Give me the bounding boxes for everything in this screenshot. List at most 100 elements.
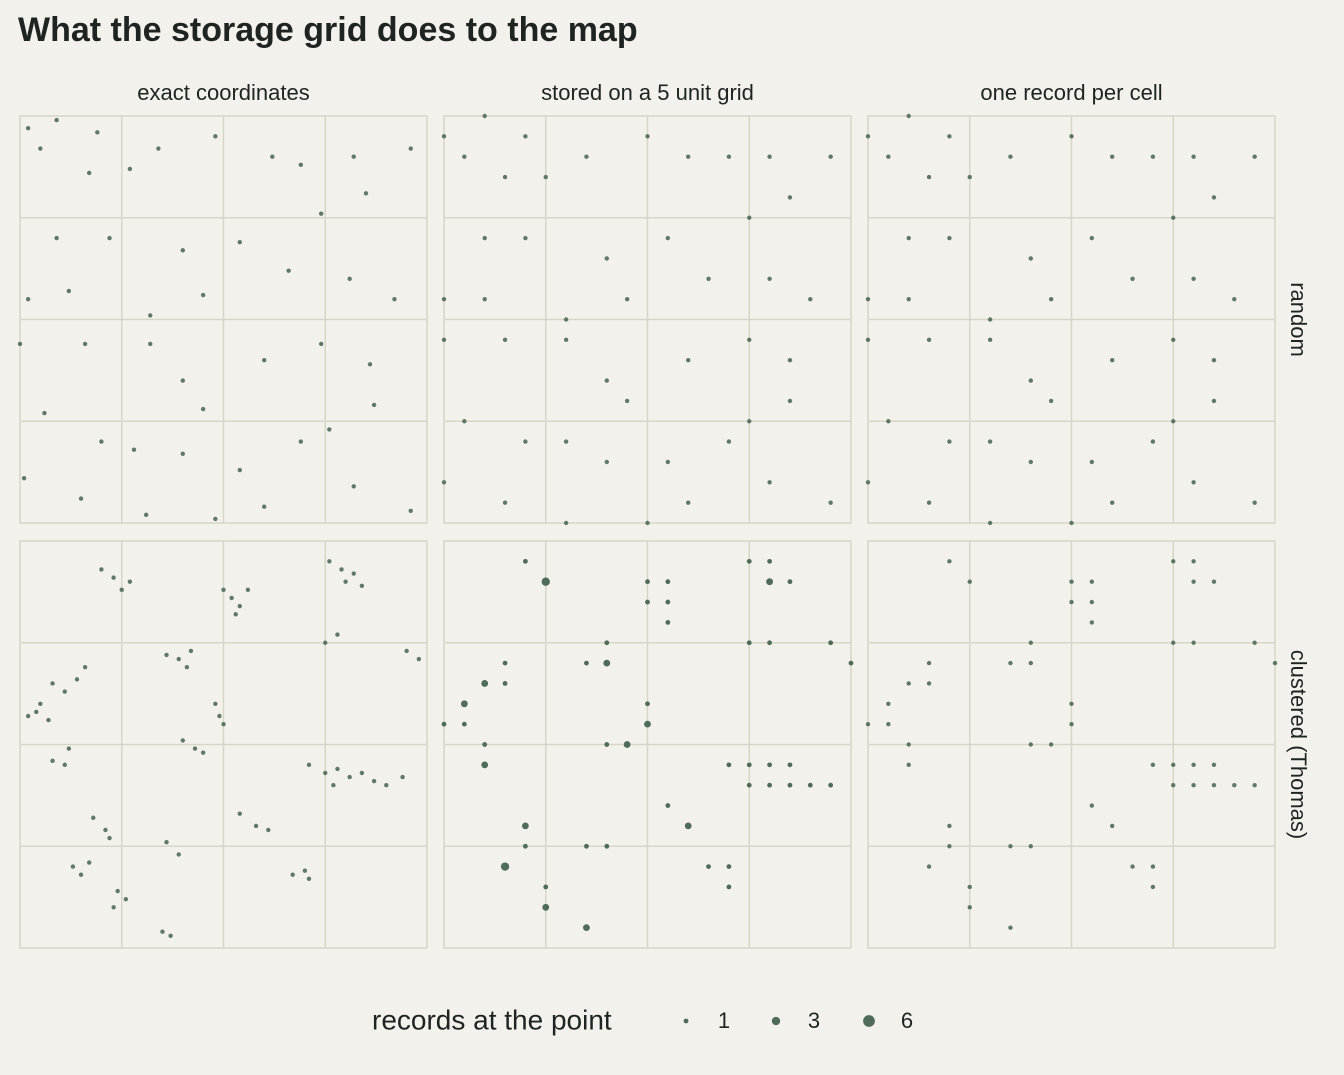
- point: [563, 520, 569, 526]
- point: [237, 603, 242, 609]
- point: [584, 660, 589, 666]
- point: [1028, 640, 1034, 645]
- point: [131, 447, 137, 452]
- point: [91, 815, 96, 820]
- point: [237, 811, 242, 816]
- point: [400, 774, 405, 780]
- point: [1069, 520, 1074, 526]
- point: [38, 701, 43, 706]
- point: [726, 884, 732, 890]
- point: [563, 439, 569, 444]
- point: [253, 823, 259, 829]
- point: [865, 721, 871, 727]
- point: [645, 520, 650, 526]
- point: [306, 762, 312, 768]
- point: [604, 640, 610, 646]
- point: [1150, 864, 1156, 869]
- point: [50, 758, 55, 763]
- point: [62, 762, 67, 768]
- point: [787, 358, 793, 363]
- point: [502, 500, 508, 505]
- point: [1089, 620, 1095, 625]
- point: [1191, 640, 1196, 645]
- point: [200, 750, 206, 755]
- point: [947, 823, 952, 829]
- point: [82, 664, 88, 670]
- point: [103, 827, 108, 833]
- point: [1130, 864, 1135, 869]
- point: [416, 656, 422, 662]
- point: [522, 822, 529, 830]
- point: [926, 337, 932, 343]
- point: [323, 770, 328, 776]
- point: [481, 680, 489, 687]
- point: [1110, 154, 1115, 159]
- point: [808, 296, 813, 302]
- point: [886, 701, 891, 706]
- point: [502, 337, 508, 343]
- point: [1191, 276, 1196, 281]
- point: [25, 126, 31, 131]
- point: [746, 558, 752, 564]
- point: [82, 341, 88, 347]
- point: [665, 803, 671, 808]
- point: [645, 134, 650, 139]
- point: [1211, 762, 1217, 768]
- legend-label: 6: [901, 1008, 913, 1033]
- point: [1089, 599, 1095, 605]
- point: [767, 480, 772, 485]
- point: [523, 558, 528, 564]
- point: [746, 762, 752, 768]
- point: [987, 337, 993, 343]
- point: [441, 296, 447, 302]
- point: [347, 276, 352, 281]
- point: [115, 888, 120, 894]
- point: [54, 235, 59, 241]
- point: [481, 761, 489, 769]
- point: [371, 778, 377, 784]
- point: [21, 476, 27, 481]
- point: [1252, 783, 1257, 788]
- point: [363, 191, 369, 196]
- point: [339, 567, 344, 572]
- facet-column-label: one record per cell: [980, 80, 1162, 105]
- point: [787, 782, 793, 788]
- point: [74, 677, 80, 682]
- point: [523, 235, 528, 241]
- point: [164, 652, 169, 658]
- point: [926, 660, 932, 666]
- point: [1008, 844, 1013, 849]
- point: [502, 174, 508, 180]
- point: [86, 170, 92, 176]
- point: [1211, 783, 1217, 788]
- point: [323, 640, 328, 645]
- point: [318, 211, 324, 216]
- point: [828, 500, 833, 505]
- point: [50, 681, 55, 686]
- point: [482, 742, 488, 747]
- point: [906, 113, 911, 119]
- point: [482, 296, 487, 302]
- point: [462, 154, 467, 159]
- point: [1211, 195, 1217, 200]
- point: [107, 835, 112, 841]
- point: [828, 640, 834, 646]
- point: [1008, 154, 1013, 159]
- point: [967, 174, 972, 180]
- point: [766, 578, 773, 586]
- point: [462, 419, 467, 424]
- point: [1069, 134, 1074, 139]
- point: [1191, 480, 1196, 485]
- point: [603, 659, 611, 667]
- point: [645, 579, 650, 585]
- legend-label: 1: [718, 1008, 730, 1033]
- point: [1110, 358, 1115, 363]
- point: [1028, 844, 1034, 849]
- point: [926, 500, 932, 505]
- point: [523, 134, 528, 139]
- point: [1191, 154, 1196, 159]
- point: [168, 933, 173, 938]
- point: [865, 337, 871, 343]
- point: [1171, 783, 1176, 788]
